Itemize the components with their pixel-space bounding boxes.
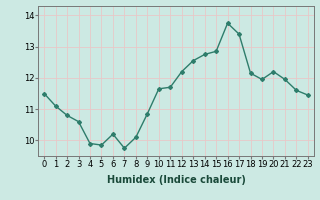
X-axis label: Humidex (Indice chaleur): Humidex (Indice chaleur)	[107, 175, 245, 185]
